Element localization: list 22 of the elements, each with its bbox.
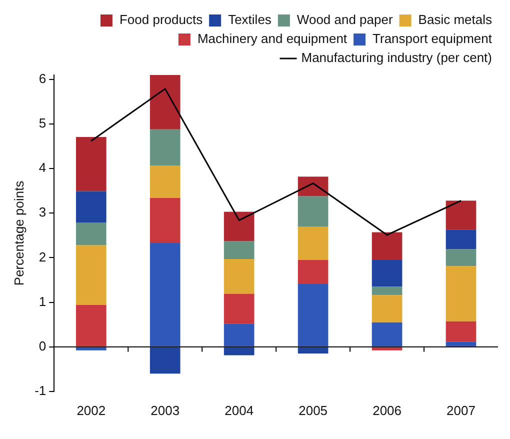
y-tick-label: 2 [38, 249, 46, 264]
y-tick-label: 6 [38, 71, 46, 86]
x-tick-label: 2007 [446, 402, 476, 418]
y-tick-label: -1 [34, 382, 46, 398]
y-tick-label: 3 [38, 204, 46, 220]
legend-label: Basic metals [418, 12, 492, 28]
legend-label: Food products [119, 12, 204, 28]
x-tick-label: 2004 [224, 402, 254, 418]
x-tick-label: 2003 [150, 402, 180, 418]
y-tick-label: 0 [38, 338, 46, 354]
legend-label: Manufacturing industry (per cent) [301, 50, 492, 66]
x-tick-label: 2002 [76, 402, 106, 418]
legend-label: Machinery and equipment [197, 31, 348, 46]
y-axis-title: Percentage points [11, 180, 26, 286]
legend-label: Wood and paper [296, 12, 394, 28]
y-tick-label: 5 [38, 116, 46, 131]
x-tick-label: 2005 [298, 402, 328, 418]
y-tick-label: 4 [38, 160, 46, 176]
x-tick-label: 2006 [372, 402, 402, 418]
y-tick-label: 1 [38, 294, 46, 309]
legend-label: Textiles [228, 12, 272, 28]
legend-label: Transport equipment [372, 31, 492, 46]
